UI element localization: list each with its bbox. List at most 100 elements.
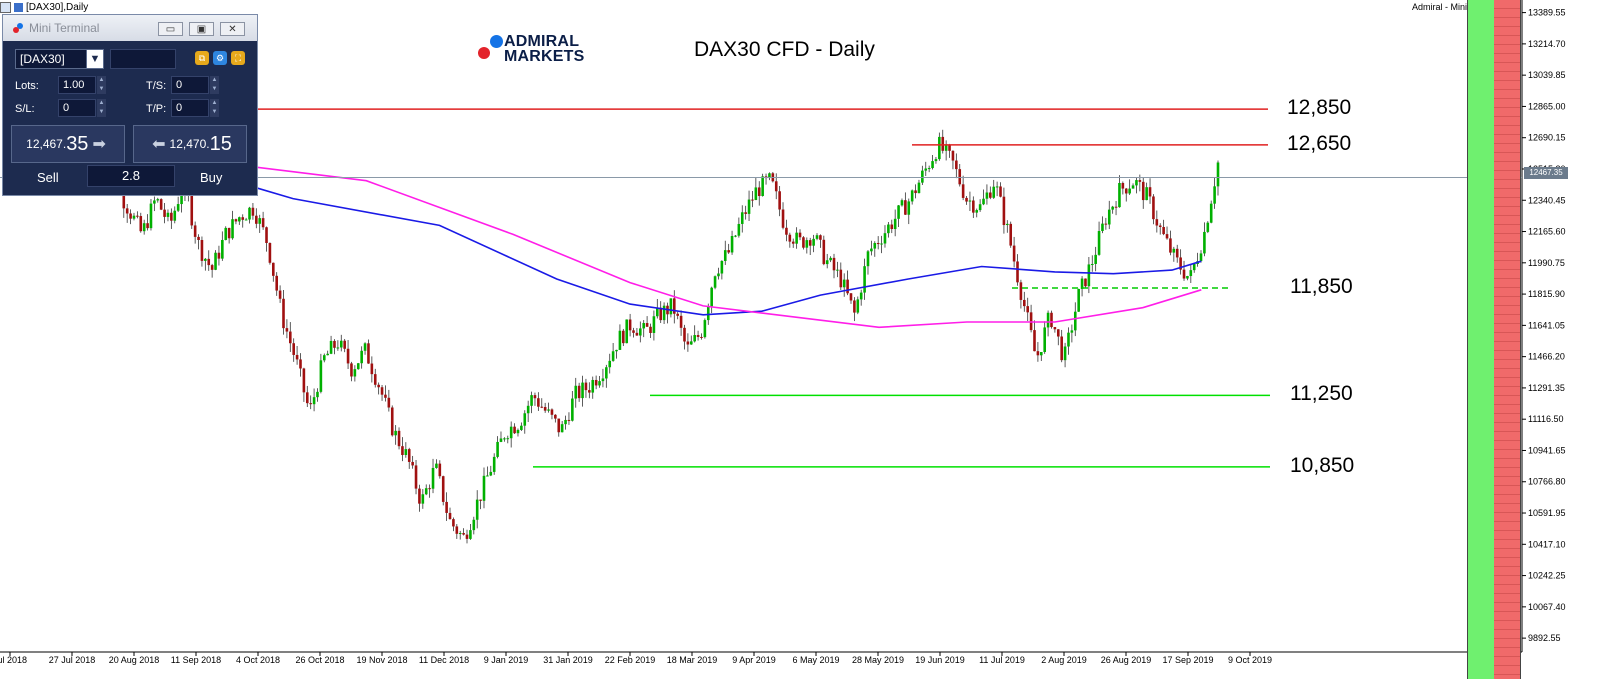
candle-body [618,330,622,350]
candle-body [887,224,890,234]
lots-stepper[interactable]: ▲ ▼ [97,76,106,94]
tp-stepper[interactable]: ▲ ▼ [210,99,219,117]
symbol-select[interactable]: [DAX30] [15,49,95,69]
gear-icon[interactable]: ⚙ [213,51,227,65]
candle-body [757,187,761,197]
sl-stepper[interactable]: ▲ ▼ [97,99,106,117]
current-price-tag: 12467.35 [1524,167,1568,179]
candle-body [207,258,211,266]
candle-body [475,499,479,520]
buy-sidebar[interactable] [1467,0,1495,679]
chevron-down-icon[interactable]: ▼ [86,49,104,69]
candle-body [156,199,160,201]
candle-body [594,379,598,386]
candle-body [815,235,819,239]
candle-body [204,258,207,261]
candle-body [1084,278,1087,287]
copy-icon[interactable]: ⧉ [195,51,209,65]
tp-input[interactable]: 0 [171,99,209,117]
close-button[interactable]: ✕ [220,22,245,36]
candle-body [1060,336,1063,361]
tp-label: T/P: [146,103,167,115]
candle-body [506,438,510,440]
candle-body [744,212,747,214]
candle-body [513,426,516,434]
mini-terminal-header[interactable]: Mini Terminal ▭ ▣ ✕ [3,15,257,41]
candle-body [853,300,856,313]
minimize-button[interactable]: ▭ [158,22,183,36]
buy-price-big: 15 [209,132,232,155]
candle-body [214,252,217,270]
buy-price-button[interactable]: ⬅ 12,470. 15 [133,125,247,163]
price-tick-label: 11990.75 [1528,258,1565,268]
candle-body [1131,185,1135,189]
candle-body [900,200,904,206]
candle-body [523,413,527,426]
candle-body [1145,187,1148,201]
candle-body [1141,181,1145,201]
price-tick-label: 11116.50 [1528,414,1564,424]
sell-price-button[interactable]: 12,467. 35 ➡ [11,125,125,163]
candle-body [1216,162,1220,187]
ts-stepper[interactable]: ▲ ▼ [210,76,219,94]
candle-body [418,488,421,504]
candle-body [938,136,941,160]
sell-sidebar[interactable] [1494,0,1521,679]
candle-body [934,159,938,162]
buy-label[interactable]: Buy [200,170,223,185]
window-icon [0,1,11,13]
candle-body [645,323,649,327]
candle-body [571,398,574,421]
candle-body [329,340,333,354]
candle-body [231,219,234,239]
candle-body [482,475,486,501]
candle-body [397,430,401,447]
sell-label[interactable]: Sell [37,170,59,185]
lots-label: Lots: [15,80,39,92]
candle-body [958,169,962,185]
candle-body [1050,312,1053,328]
candle-body [968,200,972,202]
price-tick-label: 13214.70 [1528,39,1566,49]
restore-button[interactable]: ▣ [189,22,214,36]
candle-body [499,438,503,442]
candle-body [547,409,550,411]
candle-body [999,186,1002,197]
candle-body [350,363,353,377]
lots-input[interactable]: 1.00 [58,76,96,94]
candle-body [1073,311,1077,331]
candle-body [288,331,292,344]
candle-body [537,398,540,407]
candle-body [802,237,805,248]
candle-body [292,343,295,355]
candle-body [299,359,302,369]
candle-body [1128,188,1131,194]
candle-body [244,219,248,221]
time-tick-label: 19 Nov 2018 [356,655,407,665]
level-label: 10,850 [1290,453,1355,477]
window-title-bar: [DAX30],Daily [0,0,88,14]
candle-body [163,209,166,217]
price-tick-label: 10766.80 [1528,477,1566,487]
candle-body [605,367,608,379]
candle-body [248,207,251,220]
ts-input[interactable]: 0 [171,76,209,94]
level-label: 12,850 [1287,96,1352,120]
mini-terminal-panel[interactable]: Mini Terminal ▭ ▣ ✕ [DAX30] ▼ ⧉ ⚙ ⛶ Lots… [2,14,258,196]
candle-body [458,533,462,535]
sl-input[interactable]: 0 [58,99,96,117]
candle-body [1124,188,1128,194]
time-tick-label: 22 Feb 2019 [605,655,656,665]
candle-body [333,340,336,348]
candle-body [679,315,683,328]
candle-body [883,233,887,244]
candle-body [1138,180,1142,182]
candle-body [1169,238,1172,253]
candle-body [193,225,197,237]
expand-icon[interactable]: ⛶ [231,51,245,65]
candle-body [710,287,713,307]
candle-body [856,299,860,313]
candle-body [761,176,764,197]
candle-body [836,269,839,271]
